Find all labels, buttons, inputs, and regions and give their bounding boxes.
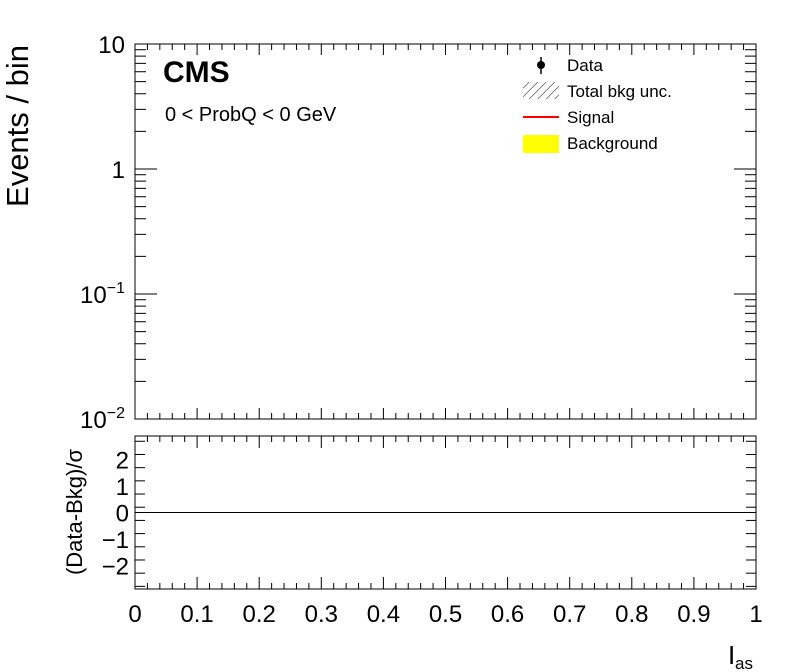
main-ytick-labels: 10 1 10−1 10−2: [80, 32, 125, 434]
ratio-ticks: [134, 436, 757, 589]
background-fill-swatch-icon: [523, 135, 559, 153]
x-tick-label: 1: [749, 601, 762, 628]
x-tick-label: 0.5: [429, 601, 462, 628]
experiment-label: CMS: [163, 56, 230, 89]
ratio-panel: 210−1−2 0 0.1 0.2 0.3 0.4 0.5 0.6 0.7 0.8 0.9 1 (D…: [62, 435, 763, 672]
legend-entry-data: Data: [537, 56, 603, 75]
legend-label-data: Data: [567, 56, 603, 75]
main-y-tick-label: 10−1: [80, 280, 125, 309]
ratio-y-tick-label: 0: [116, 501, 129, 528]
main-y-tick-label: 10: [98, 32, 125, 59]
legend-entry-background: Background: [523, 134, 658, 153]
ratio-y-tick-label: −2: [102, 553, 129, 580]
ratio-ytick-labels: 210−1−2: [102, 448, 129, 581]
x-axis-label-main: I: [728, 640, 735, 670]
ratio-y-tick-label: 1: [116, 474, 129, 501]
x-tick-label: 0.7: [553, 601, 586, 628]
ratio-y-tick-label: 2: [116, 448, 129, 475]
main-panel: 10 1 10−1 10−2 CMS 0 < ProbQ < 0 GeV Events…: [0, 32, 757, 434]
x-tick-label: 0: [128, 601, 141, 628]
x-tick-label: 0.6: [491, 601, 524, 628]
x-axis-label: I as: [728, 640, 753, 672]
ratio-xtick-labels: 0 0.1 0.2 0.3 0.4 0.5 0.6 0.7 0.8 0.9 1: [128, 601, 762, 628]
main-y-tick-label: 1: [112, 157, 125, 184]
legend-entry-total-bkg-unc: Total bkg unc.: [523, 82, 672, 101]
x-tick-label: 0.4: [367, 601, 400, 628]
legend-label-total-bkg-unc: Total bkg unc.: [567, 82, 672, 101]
main-y-tick-label: 10−2: [80, 405, 125, 434]
selection-annotation: 0 < ProbQ < 0 GeV: [165, 104, 337, 126]
legend: Data Total bkg unc. Signal Background: [523, 56, 672, 153]
legend-entry-signal: Signal: [523, 108, 614, 127]
x-tick-label: 0.8: [615, 601, 648, 628]
x-tick-label: 0.3: [305, 601, 338, 628]
x-axis-label-subscript: as: [735, 654, 753, 672]
legend-label-background: Background: [567, 134, 658, 153]
x-tick-label: 0.9: [677, 601, 710, 628]
data-marker-icon: [537, 61, 545, 69]
legend-label-signal: Signal: [567, 108, 614, 127]
x-tick-label: 0.2: [243, 601, 276, 628]
ratio-y-axis-label: (Data-Bkg)/σ: [62, 449, 87, 575]
main-y-axis-label: Events / bin: [0, 45, 35, 207]
main-ticks: [134, 44, 757, 420]
x-tick-label: 0.1: [180, 601, 213, 628]
ratio-y-tick-label: −1: [102, 527, 129, 554]
hatch-swatch-icon: [523, 82, 559, 99]
